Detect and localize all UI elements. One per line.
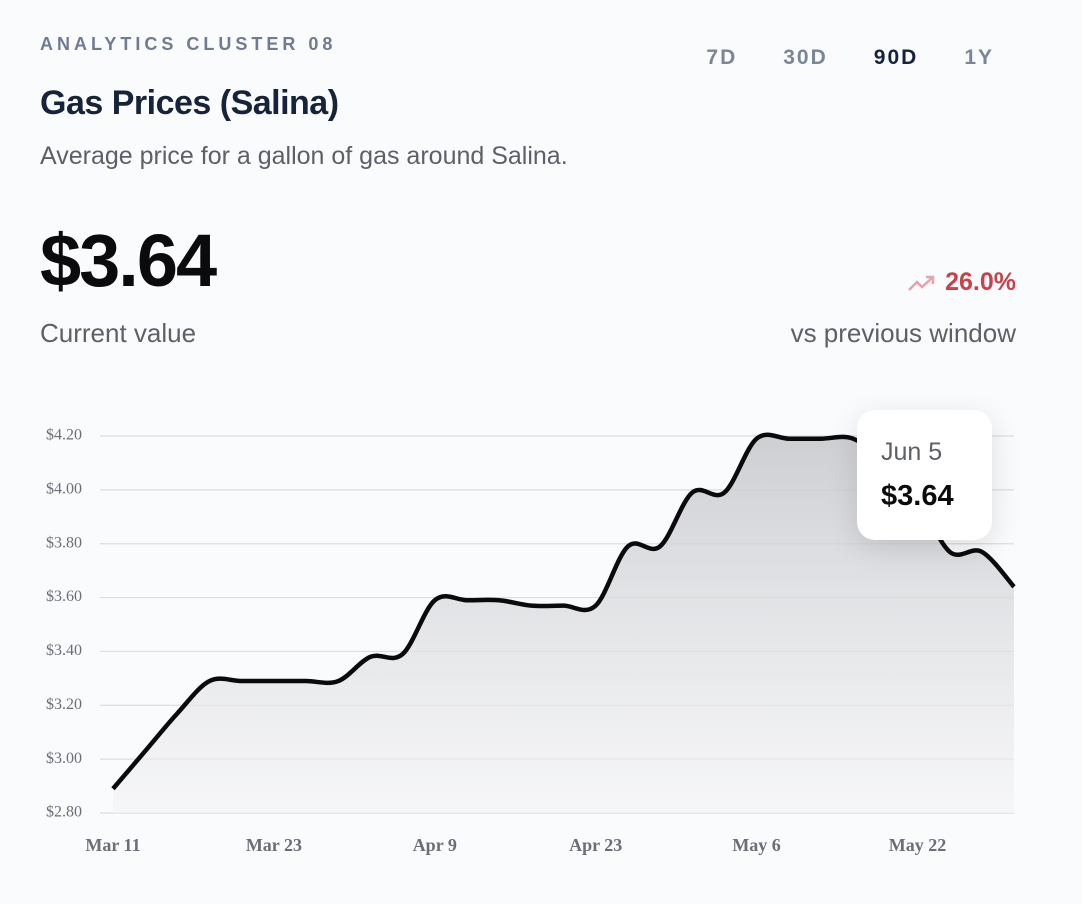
x-tick-label: May 6 [732,835,781,855]
title: Gas Prices (Salina) [40,84,339,122]
current-value: $3.64 [40,219,217,302]
area [113,434,1014,813]
range-button[interactable]: 90D [873,46,919,69]
range-button[interactable]: 7D [706,46,738,69]
subtitle: Average price for a gallon of gas around… [40,142,568,170]
y-tick-label: $3.60 [46,588,82,605]
tooltip-value: $3.64 [881,480,954,512]
trend-icon [908,275,935,291]
y-tick-label: $4.20 [46,427,82,444]
y-tick-label: $4.00 [46,481,82,498]
x-tick-label: Mar 11 [85,835,140,855]
change-caption: vs previous window [790,318,1016,348]
range-button[interactable]: 1Y [964,46,994,69]
current-caption: Current value [40,318,197,348]
x-tick-label: May 22 [889,835,947,855]
y-tick-label: $3.00 [46,750,82,767]
y-tick-label: $3.80 [46,534,82,551]
tooltip: Jun 5 $3.64 [857,410,992,540]
x-tick-label: Apr 9 [413,835,457,855]
x-tick-label: Mar 23 [246,835,302,855]
y-tick-label: $2.80 [46,804,82,821]
range-selector: 7D 30D 90D 1Y [706,46,994,70]
change-value: 26.0% [945,268,1016,296]
y-tick-label: $3.40 [46,642,82,659]
x-tick-label: Apr 23 [569,835,622,855]
tooltip-label: Jun 5 [881,438,943,466]
y-tick-label: $3.20 [46,696,82,713]
range-button[interactable]: 30D [783,46,828,69]
change: 26.0% [907,268,1016,297]
eyebrow: ANALYTICS CLUSTER 08 [40,34,337,54]
